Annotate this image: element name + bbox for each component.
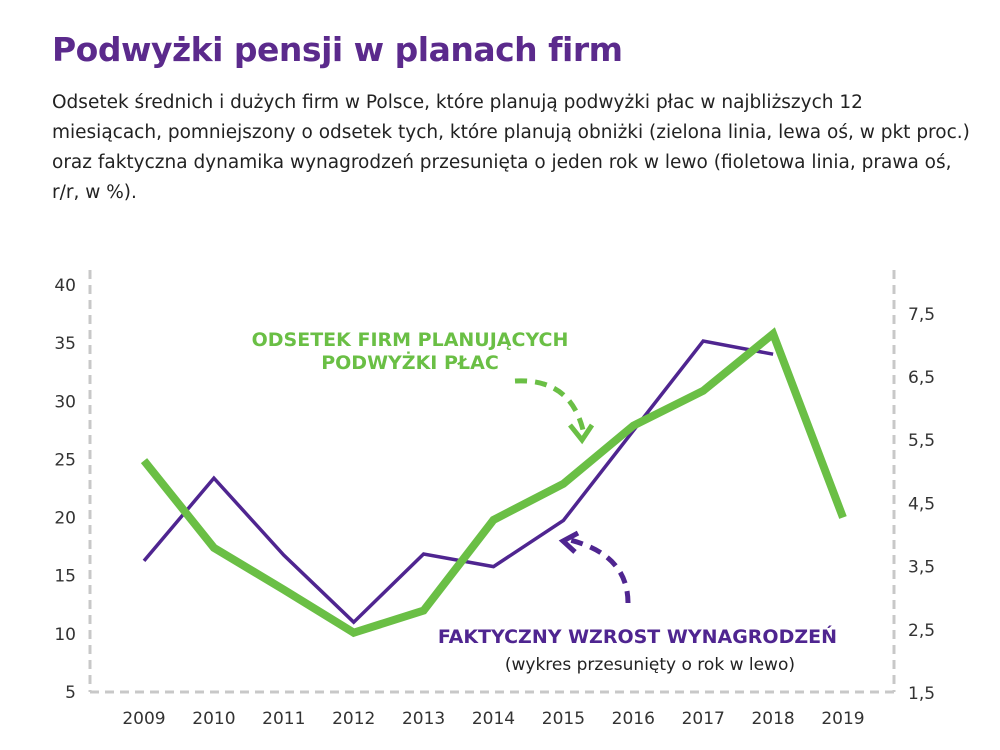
y-right-tick-label: 5,5 bbox=[908, 431, 935, 451]
purple-arrow bbox=[569, 537, 631, 604]
x-tick-label: 2019 bbox=[821, 709, 864, 729]
y-right-tick-label: 7,5 bbox=[908, 305, 935, 325]
green-arrow bbox=[514, 378, 586, 431]
green-series-line bbox=[140, 327, 847, 638]
green-series-label-line2: PODWYŻKI PŁAC bbox=[321, 350, 499, 374]
green-arrowhead bbox=[568, 423, 595, 445]
x-tick-label: 2012 bbox=[332, 709, 375, 729]
y-left-tick-label: 25 bbox=[54, 450, 76, 470]
x-tick-label: 2014 bbox=[472, 709, 515, 729]
x-tick-label: 2011 bbox=[262, 709, 305, 729]
y-left-tick-label: 40 bbox=[54, 276, 76, 296]
purple-series-line bbox=[142, 339, 774, 625]
green-series-label-line1: ODSETEK FIRM PLANUJĄCYCH bbox=[252, 329, 569, 351]
x-tick-label: 2015 bbox=[542, 709, 585, 729]
purple-series-label: FAKTYCZNY WZROST WYNAGRODZEŃ bbox=[438, 625, 837, 648]
y-left-tick-label: 5 bbox=[65, 683, 76, 703]
purple-arrowhead bbox=[558, 530, 580, 554]
y-left-tick-label: 20 bbox=[54, 509, 76, 529]
y-right-tick-label: 6,5 bbox=[908, 368, 935, 388]
x-tick-label: 2016 bbox=[612, 709, 655, 729]
y-left-tick-label: 15 bbox=[54, 567, 76, 587]
y-left-tick-label: 30 bbox=[54, 392, 76, 412]
annotation-arrows bbox=[514, 378, 631, 604]
x-tick-label: 2018 bbox=[751, 709, 794, 729]
y-left-tick-label: 35 bbox=[54, 334, 76, 354]
x-tick-label: 2017 bbox=[682, 709, 725, 729]
chart-subtitle: Odsetek średnich i dużych firm w Polsce,… bbox=[52, 92, 970, 203]
chart-title: Podwyżki pensji w planach firm bbox=[52, 30, 623, 69]
y-right-tick-label: 3,5 bbox=[908, 558, 935, 578]
y-right-tick-label: 1,5 bbox=[908, 684, 935, 704]
axis-ticks: 2009 2010 2011 2012 2013 2014 2015 2016 2017 2018… bbox=[54, 276, 935, 729]
x-tick-label: 2010 bbox=[192, 709, 235, 729]
series-lines bbox=[140, 327, 847, 638]
y-right-tick-label: 2,5 bbox=[908, 621, 935, 641]
y-left-tick-label: 10 bbox=[54, 625, 76, 645]
x-tick-label: 2009 bbox=[122, 709, 165, 729]
x-tick-label: 2013 bbox=[402, 709, 445, 729]
chart-frame bbox=[88, 270, 896, 694]
purple-series-sublabel: (wykres przesunięty o rok w lewo) bbox=[505, 655, 795, 675]
y-right-tick-label: 4,5 bbox=[908, 494, 935, 514]
